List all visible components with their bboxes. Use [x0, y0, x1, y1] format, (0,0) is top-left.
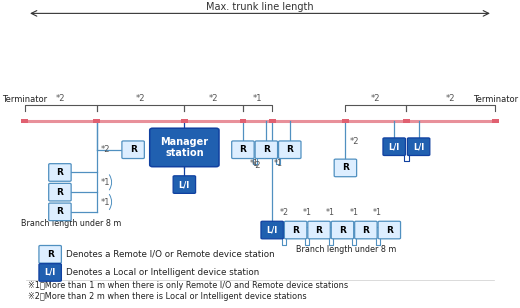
Text: R: R [287, 145, 293, 154]
FancyBboxPatch shape [49, 203, 71, 221]
FancyBboxPatch shape [261, 221, 283, 239]
Text: R: R [47, 250, 54, 259]
Text: *2: *2 [100, 145, 110, 154]
Text: Branch length under 8 m: Branch length under 8 m [296, 245, 396, 254]
FancyBboxPatch shape [49, 164, 71, 181]
FancyBboxPatch shape [284, 221, 307, 239]
Text: R: R [362, 225, 369, 234]
FancyBboxPatch shape [173, 176, 196, 193]
Text: *2: *2 [209, 94, 218, 103]
Text: R: R [342, 164, 349, 172]
FancyBboxPatch shape [269, 119, 276, 123]
Text: ※1：More than 1 m when there is only Remote I/O and Remote device stations: ※1：More than 1 m when there is only Remo… [28, 281, 348, 290]
FancyBboxPatch shape [232, 141, 254, 159]
Text: *1: *1 [373, 208, 382, 217]
Text: *2: *2 [446, 94, 456, 103]
FancyBboxPatch shape [407, 138, 430, 156]
Text: Terminator: Terminator [473, 95, 518, 104]
Text: R: R [57, 168, 63, 177]
Text: R: R [129, 145, 137, 154]
FancyBboxPatch shape [150, 128, 219, 167]
FancyBboxPatch shape [342, 119, 349, 123]
Text: *2: *2 [371, 94, 381, 103]
Text: Denotes a Remote I/O or Remote device station: Denotes a Remote I/O or Remote device st… [66, 250, 275, 259]
FancyBboxPatch shape [331, 221, 354, 239]
FancyBboxPatch shape [122, 141, 145, 159]
Text: *1: *1 [303, 208, 312, 217]
Text: R: R [386, 225, 393, 234]
FancyBboxPatch shape [378, 221, 400, 239]
Text: *1: *1 [250, 159, 259, 168]
FancyBboxPatch shape [383, 138, 406, 156]
Text: R: R [57, 207, 63, 216]
FancyBboxPatch shape [492, 119, 499, 123]
Text: Terminator: Terminator [2, 95, 47, 104]
FancyBboxPatch shape [355, 221, 377, 239]
Text: Denotes a Local or Intelligent device station: Denotes a Local or Intelligent device st… [66, 268, 259, 277]
FancyBboxPatch shape [181, 119, 188, 123]
Text: R: R [316, 225, 322, 234]
Text: L/I: L/I [413, 142, 424, 151]
FancyBboxPatch shape [39, 245, 61, 263]
Text: R: R [240, 145, 246, 154]
Text: Manager
station: Manager station [160, 137, 209, 158]
Text: *2: *2 [136, 94, 145, 103]
FancyBboxPatch shape [255, 141, 278, 159]
Text: L/I: L/I [179, 180, 190, 189]
FancyBboxPatch shape [39, 264, 61, 281]
Text: *1: *1 [100, 197, 110, 206]
Text: ※2：More than 2 m when there is Local or Intelligent device stations: ※2：More than 2 m when there is Local or … [28, 292, 307, 301]
FancyBboxPatch shape [21, 119, 28, 123]
Text: L/I: L/I [267, 225, 278, 234]
Text: R: R [292, 225, 299, 234]
Text: *1: *1 [349, 208, 359, 217]
Text: L/I: L/I [45, 268, 56, 277]
FancyBboxPatch shape [49, 183, 71, 201]
Text: *1: *1 [253, 94, 262, 103]
FancyBboxPatch shape [308, 221, 330, 239]
FancyBboxPatch shape [279, 141, 301, 159]
Text: *2: *2 [279, 208, 289, 217]
FancyBboxPatch shape [403, 119, 410, 123]
Text: *1: *1 [326, 208, 335, 217]
FancyBboxPatch shape [240, 119, 246, 123]
Text: *1: *1 [274, 159, 282, 168]
FancyBboxPatch shape [334, 159, 357, 177]
Text: *1: *1 [100, 178, 110, 187]
FancyBboxPatch shape [93, 119, 100, 123]
Text: R: R [339, 225, 346, 234]
Text: *2: *2 [349, 137, 359, 146]
Text: L/I: L/I [388, 142, 400, 151]
Text: *2: *2 [252, 161, 262, 170]
Text: Branch length under 8 m: Branch length under 8 m [21, 219, 121, 229]
Text: Max. trunk line length: Max. trunk line length [206, 2, 314, 12]
Text: R: R [57, 188, 63, 197]
Text: R: R [263, 145, 270, 154]
Text: *2: *2 [56, 94, 66, 103]
